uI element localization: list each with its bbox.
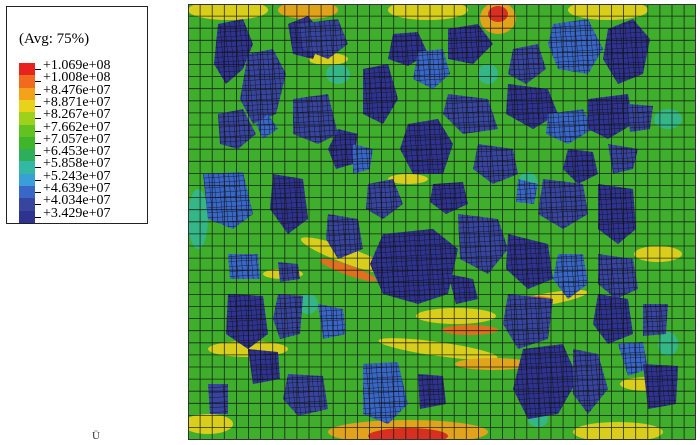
aggregate-particle <box>270 174 308 234</box>
legend-label: +8.267e+07 <box>43 107 111 123</box>
aggregate-particle <box>363 64 398 124</box>
legend-label: +4.034e+07 <box>43 193 111 209</box>
legend-entry: +4.034e+07 <box>7 194 147 212</box>
fine-mesh-line <box>203 38 678 70</box>
legend-label: +5.243e+07 <box>43 168 111 184</box>
aggregate-particle <box>203 172 253 229</box>
legend-swatch <box>19 136 35 150</box>
fine-mesh-line <box>203 183 678 215</box>
legend-entry: +1.008e+08 <box>7 71 147 89</box>
legend-entry: +6.453e+07 <box>7 145 147 162</box>
fine-mesh-line <box>203 48 678 80</box>
legend-tick <box>35 142 41 144</box>
legend-entry: +4.639e+07 <box>7 182 147 199</box>
legend-swatch <box>19 210 35 224</box>
legend-label: +5.858e+07 <box>43 156 111 172</box>
legend-tick <box>35 204 41 206</box>
legend-tick <box>35 192 41 193</box>
aggregate-particle <box>256 114 278 139</box>
legend-title: (Avg: 75%) <box>19 31 90 47</box>
legend-swatch <box>19 63 35 76</box>
legend-label: +6.453e+07 <box>43 144 111 160</box>
legend-tick <box>35 155 41 157</box>
legend-label: +8.476e+07 <box>43 82 111 98</box>
legend-entry: +5.243e+07 <box>7 169 147 187</box>
legend-swatch <box>19 75 35 89</box>
legend-label: +3.429e+07 <box>43 205 111 221</box>
legend-entry: +8.267e+07 <box>7 108 147 125</box>
legend-entry: +3.429e+07 <box>7 206 147 224</box>
contour-plot <box>188 4 696 440</box>
legend-label: +7.662e+07 <box>43 119 111 135</box>
legend-label: +1.008e+08 <box>43 70 111 86</box>
fine-mesh-line <box>203 58 678 90</box>
fine-mesh-line <box>203 153 678 185</box>
legend-tick <box>35 130 41 132</box>
legend-tick <box>35 118 41 120</box>
fine-mesh-line <box>203 63 678 95</box>
aggregate-particle <box>608 144 638 174</box>
aggregate-particle <box>603 19 650 84</box>
fine-mesh-line <box>203 53 678 85</box>
legend-tick <box>35 105 41 107</box>
legend-tick <box>35 216 41 218</box>
legend-label: +1.069e+08 <box>43 58 111 73</box>
legend-entry: +7.662e+07 <box>7 120 147 138</box>
aggregate-particle <box>458 214 508 274</box>
aggregate-particle <box>293 94 338 144</box>
legend-swatch <box>19 112 35 125</box>
legend-entry: +7.057e+07 <box>7 132 147 150</box>
legend-label: +4.639e+07 <box>43 181 111 196</box>
legend-tick <box>35 167 41 169</box>
legend-swatch <box>19 173 35 187</box>
aggregate-particle <box>448 274 478 304</box>
aggregate-particle <box>218 109 256 149</box>
plot-border <box>188 4 696 440</box>
legend-tick <box>35 179 41 181</box>
legend-swatch <box>19 99 35 113</box>
legend-swatch <box>19 186 35 199</box>
legend-swatch <box>19 161 35 175</box>
aggregate-particle <box>278 262 300 282</box>
legend-tick <box>35 69 41 70</box>
legend-panel: (Avg: 75%) +1.069e+08 +1.008e+08 +8.476e+0… <box>6 6 148 224</box>
aggregate-particle <box>283 374 328 416</box>
legend-swatch <box>19 149 35 162</box>
legend-swatch <box>19 198 35 212</box>
legend-label: +8.871e+07 <box>43 94 111 110</box>
legend-swatch <box>19 124 35 138</box>
fine-mesh-line <box>203 43 678 75</box>
legend-swatch <box>19 87 35 101</box>
legend-entry: +8.476e+07 <box>7 83 147 101</box>
legend-label: +7.057e+07 <box>43 131 111 147</box>
fine-mesh-line <box>612 16 654 424</box>
footnote-text: Ü <box>92 430 100 442</box>
aggregate-particle <box>503 294 553 349</box>
legend-entry: +8.871e+07 <box>7 95 147 113</box>
aggregate-particle <box>448 24 493 64</box>
aggregate-particle <box>363 362 408 424</box>
legend-tick <box>35 93 41 95</box>
legend-tick <box>35 81 41 83</box>
legend-entry: +5.858e+07 <box>7 157 147 175</box>
legend-entry: +1.069e+08 <box>7 59 147 76</box>
aggregate-particle <box>370 229 458 304</box>
